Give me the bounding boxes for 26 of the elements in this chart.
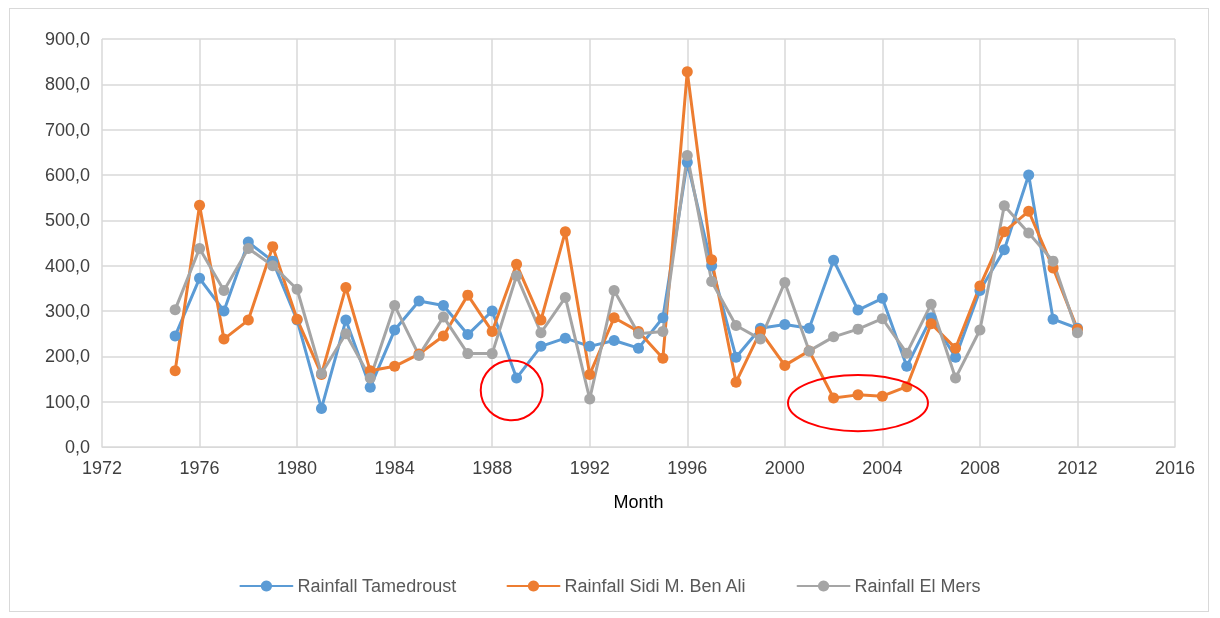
x-tick-label: 1984: [374, 458, 415, 478]
x-tick-label: 1992: [569, 458, 610, 478]
x-tick-label: 1976: [179, 458, 220, 478]
y-tick-label: 200,0: [44, 346, 90, 367]
x-tick-label: 2000: [764, 458, 805, 478]
y-tick-label: 600,0: [44, 165, 90, 185]
y-tick-label: 900,0: [44, 29, 90, 49]
x-tick-label: 1980: [277, 458, 318, 478]
legend-label: Rainfall Tamedroust: [297, 576, 457, 596]
legend-label: Rainfall Sidi M. Ben Ali: [564, 576, 746, 596]
x-tick-label: 2008: [959, 458, 1000, 478]
y-tick-label: 100,0: [44, 391, 90, 412]
legend-label: Rainfall El Mers: [854, 576, 981, 596]
y-tick-label: 800,0: [44, 74, 90, 95]
x-tick-label: 1988: [472, 458, 513, 478]
x-tick-label: 1972: [81, 458, 123, 478]
x-tick-label: 1996: [667, 458, 708, 478]
x-tick-label: 2004: [862, 458, 903, 478]
y-tick-label: 500,0: [44, 210, 90, 231]
x-tick-label: 2012: [1057, 458, 1098, 478]
y-tick-label: 400,0: [44, 255, 90, 276]
y-tick-label: 700,0: [44, 119, 90, 140]
y-tick-label: 0,0: [64, 437, 90, 457]
y-tick-label: 300,0: [44, 301, 90, 321]
x-tick-label: 2016: [1154, 458, 1196, 478]
x-axis-title: Month: [613, 492, 664, 512]
